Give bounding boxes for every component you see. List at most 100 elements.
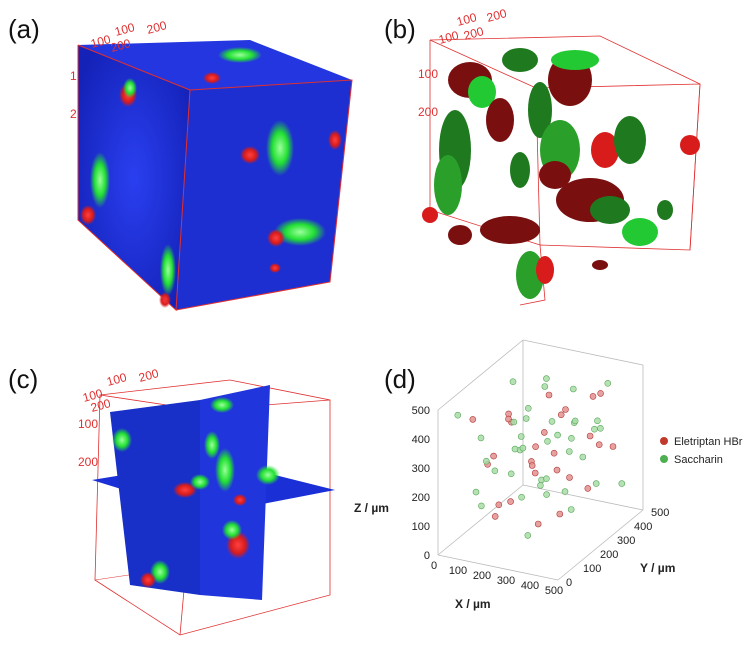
blob xyxy=(204,431,220,459)
data-point-saccharin xyxy=(478,502,485,510)
cube-c-tick: 100 xyxy=(81,386,104,405)
data-point-saccharin xyxy=(509,378,517,386)
data-point-eletriptan xyxy=(609,443,617,450)
data-point-saccharin xyxy=(591,425,598,433)
legend-label-saccharin: Saccharin xyxy=(674,454,723,466)
cube-a-tick: 2 xyxy=(70,107,77,121)
iso-blob xyxy=(434,155,462,215)
blob xyxy=(190,474,210,490)
data-point-saccharin xyxy=(569,385,577,393)
x-tick-label: 500 xyxy=(545,585,563,597)
iso-blob xyxy=(448,225,472,245)
data-point-eletriptan xyxy=(491,513,499,520)
blob xyxy=(210,397,234,413)
isosurface-blobs xyxy=(422,48,700,299)
blob xyxy=(256,465,280,485)
data-point-saccharin xyxy=(604,379,612,387)
data-point-saccharin xyxy=(524,532,532,539)
data-point-saccharin xyxy=(491,467,499,475)
data-point-saccharin xyxy=(510,418,518,426)
blob xyxy=(240,146,260,164)
cube-b-tick: 200 xyxy=(462,24,485,43)
iso-blob xyxy=(516,251,544,299)
cube-b-tick: 200 xyxy=(418,105,438,119)
scatter-points xyxy=(454,375,626,539)
panel-label-d: (d) xyxy=(384,364,416,394)
iso-blob xyxy=(510,152,530,188)
iso-blob xyxy=(536,256,554,284)
z-axis-label: Z / µm xyxy=(354,501,389,515)
cube-a-tick: 1 xyxy=(70,69,77,83)
iso-blob xyxy=(590,196,630,224)
data-point-saccharin xyxy=(543,475,550,483)
cube-c-tick: 200 xyxy=(78,455,98,469)
slice-vertical-yz xyxy=(200,385,270,600)
blob xyxy=(218,47,262,63)
data-point-eletriptan xyxy=(584,485,592,492)
data-point-saccharin xyxy=(548,418,556,425)
blob xyxy=(140,572,156,588)
box-edge xyxy=(522,484,644,511)
data-point-saccharin xyxy=(518,493,525,501)
iso-blob xyxy=(680,135,700,155)
cube-a-tick: 200 xyxy=(145,18,168,37)
data-point-eletriptan xyxy=(507,498,514,505)
data-point-saccharin xyxy=(482,457,490,465)
panel-c-slices: 100 200 100 200 100 200 xyxy=(78,366,335,636)
z-tick-label: 100 xyxy=(412,521,430,533)
cube-b-tick: 100 xyxy=(418,67,438,81)
data-point-saccharin xyxy=(517,433,525,440)
panel-b-cube: 100 200 100 200 100 200 xyxy=(418,6,701,306)
data-point-saccharin xyxy=(561,488,569,495)
iso-blob xyxy=(480,216,540,244)
data-point-saccharin xyxy=(592,480,600,487)
panel-label-c: (c) xyxy=(8,364,39,394)
data-point-saccharin xyxy=(472,488,480,496)
blob xyxy=(267,229,285,247)
data-point-saccharin xyxy=(568,434,575,442)
box-edge xyxy=(437,554,559,581)
data-point-saccharin xyxy=(511,445,519,453)
data-point-eletriptan xyxy=(566,474,573,481)
data-point-saccharin xyxy=(594,417,601,425)
data-point-saccharin xyxy=(579,453,587,461)
cube-c-tick: 200 xyxy=(89,396,112,415)
data-point-eletriptan xyxy=(495,501,503,509)
cube-a-edges-right xyxy=(175,79,353,311)
data-point-saccharin xyxy=(519,444,527,452)
cube-a-tick: 100 xyxy=(113,20,136,39)
slice-vertical-xz xyxy=(110,400,200,595)
cube-a-tick: 100 xyxy=(89,32,112,51)
box-edge xyxy=(437,339,524,411)
x-tick-label: 0 xyxy=(431,560,437,572)
data-point-saccharin xyxy=(477,434,485,442)
data-point-eletriptan xyxy=(532,443,539,451)
x-tick-label: 200 xyxy=(473,570,491,582)
panel-label-b: (b) xyxy=(384,14,416,44)
legend-label-eletriptan: Eletriptan HBr xyxy=(674,436,743,448)
iso-blob xyxy=(551,50,599,70)
cube-a-top-face xyxy=(78,40,352,90)
legend: Eletriptan HBr Saccharin xyxy=(660,436,743,466)
blob xyxy=(173,482,197,498)
cube-c-tick: 200 xyxy=(137,366,160,385)
data-point-eletriptan xyxy=(553,466,561,474)
box-edge xyxy=(437,484,524,556)
data-point-eletriptan xyxy=(589,393,597,400)
blob xyxy=(160,244,176,296)
blob xyxy=(266,120,294,176)
iso-blob xyxy=(539,161,571,189)
y-tick-label: 300 xyxy=(617,535,635,547)
data-point-eletriptan xyxy=(557,411,565,419)
data-point-saccharin xyxy=(507,470,515,478)
iso-blob xyxy=(657,200,673,220)
cube-a-tick: 200 xyxy=(109,36,132,55)
data-point-saccharin xyxy=(524,404,532,412)
data-point-saccharin xyxy=(571,417,579,425)
y-tick-label: 0 xyxy=(566,577,572,589)
data-point-saccharin xyxy=(543,375,550,382)
box-edge xyxy=(557,509,644,581)
data-point-eletriptan xyxy=(595,441,603,449)
data-point-saccharin xyxy=(522,415,530,422)
cube-a-right-face xyxy=(176,80,352,310)
